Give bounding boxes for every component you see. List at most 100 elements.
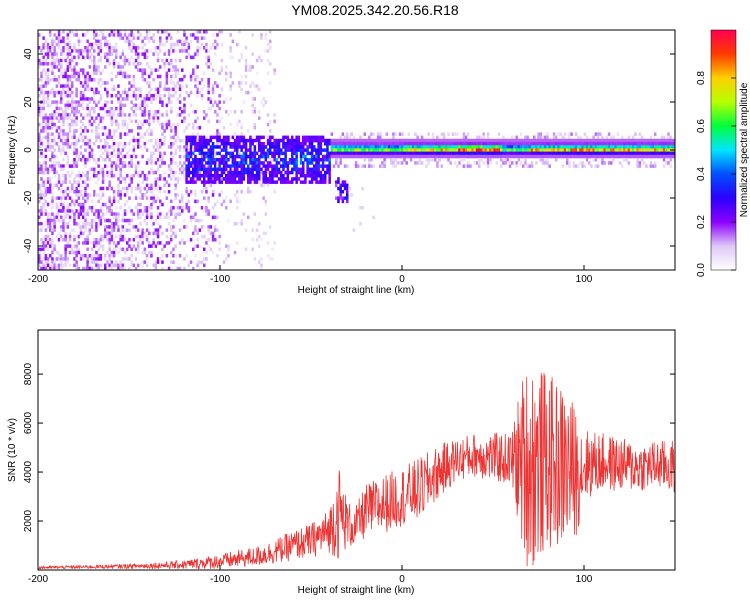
spectrogram-cell xyxy=(115,206,118,210)
spectrogram-cell xyxy=(218,71,221,76)
spectrogram-cell xyxy=(220,68,224,72)
spectrogram-cell xyxy=(137,183,140,188)
spectrogram-cell xyxy=(110,116,114,120)
spectrogram-cell xyxy=(132,103,136,108)
spectrogram-cell xyxy=(201,270,204,274)
spectrogram-cell xyxy=(255,151,259,156)
spectrogram-cell xyxy=(425,148,428,152)
spectrogram-cell xyxy=(478,154,481,159)
spectrogram-cell xyxy=(299,180,303,184)
spectrogram-cell xyxy=(51,196,54,200)
spectrogram-cell xyxy=(295,158,298,162)
spectrogram-cell xyxy=(97,68,100,72)
spectrogram-cell xyxy=(330,154,334,159)
spectrogram-cell xyxy=(55,126,59,130)
spectrogram-cell xyxy=(192,247,195,252)
spectrogram-cell xyxy=(84,215,87,220)
spectrogram-cell xyxy=(383,154,386,159)
spectrogram-cell xyxy=(112,212,116,216)
spectrogram-cell xyxy=(271,177,274,181)
spectrogram-cell xyxy=(110,161,114,165)
spectrogram-cell xyxy=(266,148,270,152)
spectrogram-cell xyxy=(244,247,248,252)
spectrogram-cell xyxy=(150,190,153,194)
spectrogram-cell xyxy=(530,164,534,168)
spectrogram-cell xyxy=(218,158,221,162)
spectrogram-cell xyxy=(86,81,89,85)
spectrogram-cell xyxy=(299,151,303,156)
spectrogram-cell xyxy=(253,154,257,159)
spectrogram-cell xyxy=(335,183,338,188)
spectrogram-cell xyxy=(119,103,122,108)
spectrogram-cell xyxy=(71,106,74,111)
spectrogram-cell xyxy=(506,148,510,152)
spectrogram-cell xyxy=(200,145,204,149)
spectrogram-cell xyxy=(414,145,417,149)
spectrogram-cell xyxy=(236,142,239,146)
spectrogram-cell xyxy=(464,164,468,168)
spectrogram-cell xyxy=(396,148,400,152)
spectrogram-cell xyxy=(172,87,175,92)
spectrogram-cell xyxy=(187,42,191,47)
spectrogram-cell xyxy=(84,46,87,50)
spectrogram-cell xyxy=(284,180,287,184)
spectrogram-cell xyxy=(86,49,89,53)
spectrogram-cell xyxy=(66,135,70,140)
spectrogram-cell xyxy=(236,196,239,200)
spectrogram-cell xyxy=(82,100,85,104)
spectrogram-cell xyxy=(258,135,261,140)
spectrogram-cell xyxy=(42,170,45,175)
spectrogram-cell xyxy=(262,145,265,149)
spectrogram-cell xyxy=(187,199,191,204)
spectrogram-cell xyxy=(359,154,362,159)
spectrogram-cell xyxy=(145,158,149,162)
spectrogram-cell xyxy=(458,154,461,159)
colorbar-tick-label: 0.2 xyxy=(696,215,707,229)
spectrogram-cell xyxy=(280,174,283,178)
spectrogram-cell xyxy=(84,254,87,258)
spectrogram-cell xyxy=(53,52,56,56)
spectrogram-cell xyxy=(269,39,272,44)
spectrogram-cell xyxy=(141,122,144,127)
spectrogram-cell xyxy=(271,180,274,184)
spectrogram-cell xyxy=(623,158,626,162)
spectrogram-cell xyxy=(117,218,120,223)
spectrogram-cell xyxy=(211,231,215,236)
spectrogram-cell xyxy=(275,180,279,184)
spectrogram-cell xyxy=(178,113,182,117)
spectrogram-cell xyxy=(53,62,56,66)
spectrogram-cell xyxy=(99,263,103,268)
spectrogram-cell xyxy=(326,151,329,156)
spectrogram-cell xyxy=(214,161,217,165)
spectrogram-cell xyxy=(75,71,78,76)
spectrogram-cell xyxy=(55,52,59,56)
spectrogram-cell xyxy=(150,186,153,191)
spectrogram-cell xyxy=(82,241,85,245)
spectrogram-cell xyxy=(647,138,650,143)
spectrogram-cell xyxy=(134,106,138,111)
spectrogram-cell xyxy=(588,154,591,159)
spectrogram-cell xyxy=(143,97,147,101)
spectrogram-cell xyxy=(592,135,595,140)
spectrogram-cell xyxy=(568,161,571,165)
spectrogram-cell xyxy=(194,167,197,172)
spectrogram-cell xyxy=(225,110,228,114)
spectrogram-cell xyxy=(271,151,274,156)
spectrogram-cell xyxy=(273,113,276,117)
spectrogram-cell xyxy=(38,260,41,264)
spectrogram-cell xyxy=(249,84,252,88)
spectrogram-cell xyxy=(392,132,395,136)
spectrogram-cell xyxy=(187,135,191,140)
spectrogram-cell xyxy=(55,202,59,207)
spectrogram-cell xyxy=(478,138,481,143)
spectrogram-cell xyxy=(271,135,274,140)
spectrogram-cell xyxy=(167,164,171,168)
spectrogram-cell xyxy=(471,148,474,152)
spectrogram-cell xyxy=(176,266,180,270)
spectrogram-cell xyxy=(649,135,653,140)
spectrogram-cell xyxy=(123,74,127,79)
spectrogram-cell xyxy=(253,174,257,178)
spectrogram-cell xyxy=(530,145,534,149)
spectrogram-cell xyxy=(62,158,65,162)
spectrogram-cell xyxy=(227,113,230,117)
